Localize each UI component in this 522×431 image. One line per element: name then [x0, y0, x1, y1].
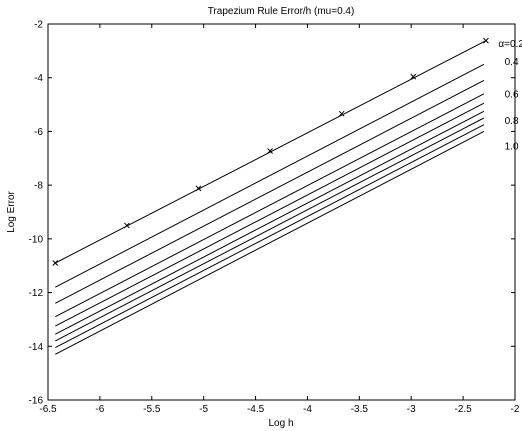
series-annotation: α=0.2: [498, 39, 522, 50]
x-tick-label: -5.5: [143, 404, 161, 415]
y-tick-label: -8: [34, 181, 43, 192]
series-line-9: [55, 130, 485, 355]
x-tick-label: -3.5: [351, 404, 369, 415]
data-point-marker: [195, 185, 202, 192]
annotations-group: α=0.2 0.4 0.6 0.8 1.0: [498, 39, 522, 153]
markers-group: [52, 37, 489, 266]
series-group: [55, 40, 487, 355]
x-tick-label: -3: [407, 404, 416, 415]
y-tick-label: -6: [34, 127, 43, 138]
y-tick-label: -4: [34, 73, 43, 84]
axis-ticks: -6.5 -6 -5.5 -5 -4.5 -4 -3.5 -3 -2.5 -2 -16 -14 -12 -…: [29, 20, 520, 416]
series-annotation: 0.6: [505, 89, 519, 100]
x-tick-label: -4: [303, 404, 312, 415]
x-tick-label: -4.5: [247, 404, 265, 415]
x-tick-label: -6.5: [39, 404, 57, 415]
x-tick-label: -2.5: [454, 404, 472, 415]
series-line-5: [55, 102, 485, 327]
series-line-6: [55, 110, 485, 335]
series-line-4: [55, 93, 485, 318]
plot-area: [47, 23, 516, 401]
data-point-marker: [483, 37, 489, 44]
data-point-marker: [267, 148, 273, 154]
y-tick-label: -12: [29, 288, 44, 299]
series-line-2: [55, 63, 485, 288]
y-tick-label: -14: [29, 342, 44, 353]
y-tick-label: -2: [34, 20, 43, 31]
y-tick-label: -10: [29, 234, 44, 245]
series-annotation: 0.4: [505, 57, 519, 68]
data-point-marker: [124, 222, 130, 229]
series-line-3: [55, 79, 485, 304]
data-point-marker: [52, 260, 59, 266]
chart-title: Trapezium Rule Error/h (mu=0.4): [208, 6, 355, 17]
y-axis-label: Log Error: [6, 190, 17, 232]
x-tick-label: -5: [199, 404, 208, 415]
y-tick-label: -16: [29, 396, 44, 407]
series-annotation: 1.0: [505, 142, 519, 153]
x-axis-label: Log h: [268, 418, 293, 429]
x-tick-label: -2: [511, 404, 520, 415]
data-point-marker: [410, 73, 417, 80]
series-annotation: 0.8: [505, 116, 519, 127]
x-tick-label: -6: [95, 404, 104, 415]
series-line-8: [55, 124, 485, 349]
series-line-7: [55, 117, 485, 342]
data-point-marker: [338, 110, 345, 117]
